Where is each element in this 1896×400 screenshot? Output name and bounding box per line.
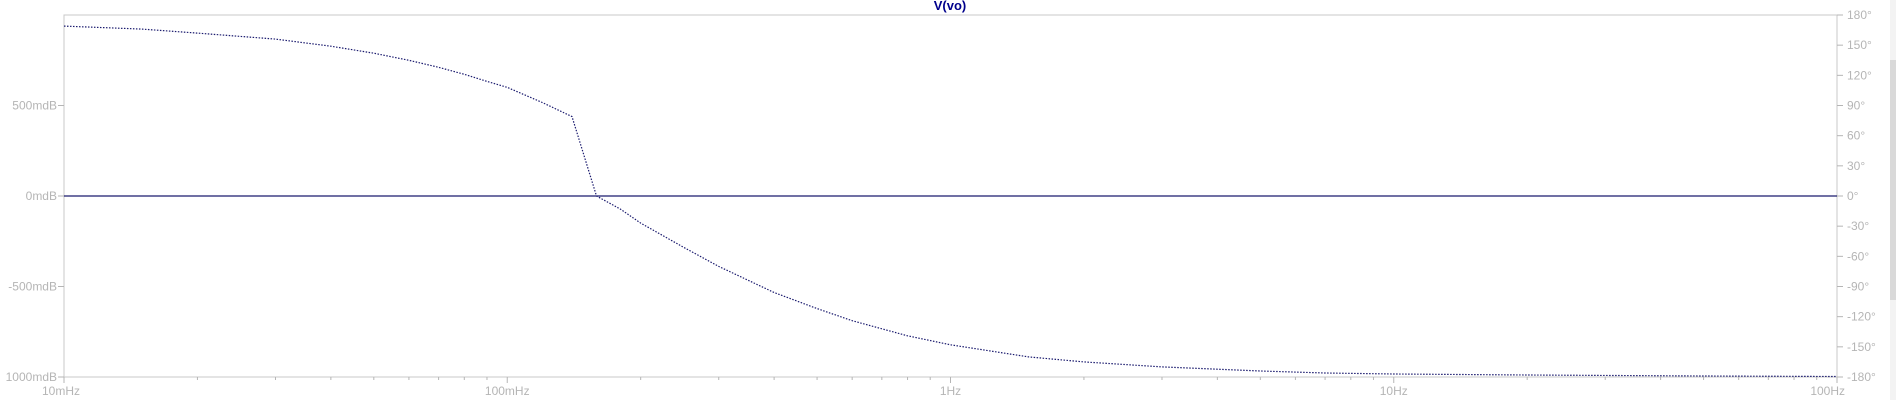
y-left-tick-label: 1000mdB	[6, 370, 57, 384]
y-right-tick-label: -150°	[1847, 340, 1876, 354]
y-right-tick-label: -180°	[1847, 370, 1876, 384]
phase-curve	[63, 25, 1838, 378]
ticks-layer: 10mHz 100mHz 1Hz 10Hz 100Hz 500mdB 0mdB -500mdB…	[6, 8, 1876, 398]
y-right-tick-label: 60°	[1847, 129, 1865, 143]
x-tick-label: 10Hz	[1380, 384, 1408, 398]
y-left-tick-label: 0mdB	[26, 189, 57, 203]
x-tick-label: 100mHz	[485, 384, 530, 398]
vertical-scrollbar[interactable]	[1890, 0, 1896, 400]
y-right-tick-label: -90°	[1847, 280, 1869, 294]
y-right-tick-label: -120°	[1847, 310, 1876, 324]
y-right-tick-label: 180°	[1847, 8, 1872, 22]
scrollbar-thumb[interactable]	[1890, 60, 1896, 300]
x-tick-label: 10mHz	[42, 384, 80, 398]
y-left-tick-label: 500mdB	[12, 99, 57, 113]
x-tick-label: 100Hz	[1810, 384, 1845, 398]
y-right-tick-label: 90°	[1847, 99, 1865, 113]
y-right-tick-label: 0°	[1847, 189, 1859, 203]
y-right-tick-label: 150°	[1847, 38, 1872, 52]
x-tick-label: 1Hz	[940, 384, 961, 398]
y-right-tick-label: -30°	[1847, 219, 1869, 233]
y-right-tick-label: 120°	[1847, 68, 1872, 82]
y-left-tick-label: -500mdB	[8, 280, 57, 294]
y-right-tick-label: -60°	[1847, 249, 1869, 263]
series-layer	[63, 25, 1838, 378]
chart-title: V(vo)	[934, 0, 967, 13]
y-right-tick-label: 30°	[1847, 159, 1865, 173]
